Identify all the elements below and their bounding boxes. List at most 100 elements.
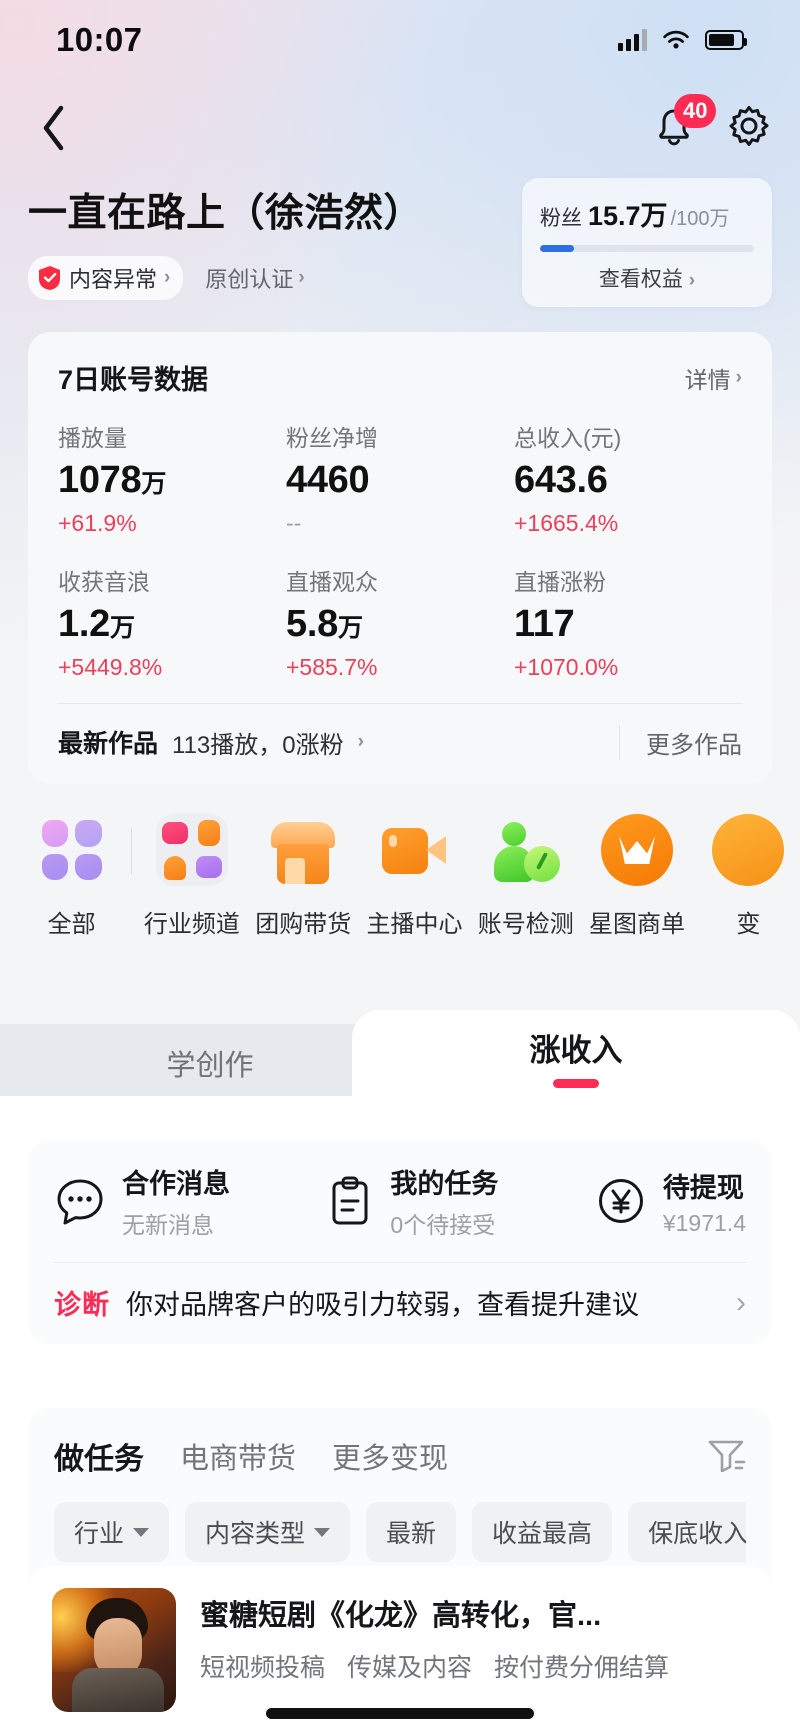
chevron-down-icon bbox=[314, 1527, 331, 1537]
chat-bubble-dots-icon bbox=[57, 1179, 103, 1225]
fans-progress-card[interactable]: 粉丝 15.7万 /100万 查看权益 › bbox=[522, 178, 772, 307]
tab-grow-income[interactable]: 涨收入 bbox=[352, 1010, 800, 1102]
divider bbox=[131, 828, 133, 874]
stat-label: 播放量 bbox=[58, 425, 127, 451]
filter-chip-label: 行业 bbox=[74, 1520, 125, 1548]
quick-action-cooperation-messages[interactable]: 合作消息 无新消息 bbox=[54, 1162, 230, 1240]
shortcut-label: 主播中心 bbox=[366, 911, 463, 938]
badge-original-certification[interactable]: 原创认证 › bbox=[205, 262, 304, 294]
task-list-item[interactable]: 蜜糖短剧《化龙》高转化，官... 短视频投稿 传媒及内容 按付费分佣结算 bbox=[28, 1566, 772, 1731]
stat-delta: +585.7% bbox=[286, 654, 378, 680]
filter-chip-row: 行业 内容类型 最新 收益最高 保底收入 bbox=[54, 1502, 746, 1562]
filter-chip-newest[interactable]: 最新 bbox=[366, 1502, 457, 1562]
filter-chip-label: 保底收入 bbox=[648, 1520, 746, 1548]
stat-value: 4460 bbox=[286, 459, 370, 501]
chevron-down-icon bbox=[133, 1527, 150, 1537]
notification-badge: 40 bbox=[674, 94, 717, 128]
profile-header: 一直在路上（徐浩然） 内容异常 › 原创认证 › 粉丝 bbox=[0, 178, 800, 307]
latest-work-link[interactable]: 最新作品 113播放，0涨粉 › bbox=[58, 724, 364, 760]
video-camera-icon bbox=[378, 814, 450, 886]
profile-tags: 内容异常 › 原创认证 › bbox=[28, 256, 423, 300]
badge-original-certification-label: 原创认证 bbox=[205, 267, 294, 292]
task-tab-more-monetize[interactable]: 更多变现 bbox=[332, 1443, 449, 1475]
tab-learn-creation[interactable]: 学创作 bbox=[0, 1024, 420, 1102]
fans-progress-bar bbox=[540, 245, 754, 252]
shortcut-label: 星图商单 bbox=[589, 911, 686, 938]
stat-delta: +1070.0% bbox=[514, 654, 619, 680]
fans-label: 粉丝 bbox=[540, 207, 582, 230]
fans-value: 15.7万 bbox=[588, 201, 668, 231]
notifications-button[interactable]: 40 bbox=[648, 94, 717, 154]
shortcut-star-map[interactable]: 星图商单 bbox=[585, 800, 688, 939]
badge-content-abnormal-label: 内容异常 bbox=[69, 267, 158, 292]
settings-button[interactable] bbox=[726, 103, 772, 154]
clipboard-icon bbox=[332, 1176, 368, 1225]
diagnostic-text: 你对品牌客户的吸引力较弱，查看提升建议 bbox=[126, 1290, 639, 1320]
stat-delta: +1665.4% bbox=[514, 510, 619, 536]
chevron-right-icon: › bbox=[357, 731, 364, 752]
shortcut-group-buy[interactable]: 团购带货 bbox=[252, 800, 355, 939]
back-button[interactable] bbox=[26, 100, 82, 156]
filter-chip-guaranteed-income[interactable]: 保底收入 bbox=[628, 1502, 746, 1562]
account-check-icon bbox=[490, 814, 562, 886]
quick-action-pending-withdrawal[interactable]: 待提现 ¥1971.4 bbox=[595, 1162, 746, 1240]
chevron-right-icon: › bbox=[736, 1285, 746, 1319]
main-tab-bar: 学创作 涨收入 bbox=[0, 1010, 800, 1102]
view-benefits-label: 查看权益 bbox=[598, 268, 683, 291]
shortcut-industry-channel[interactable]: 行业频道 bbox=[140, 800, 243, 939]
filter-button[interactable] bbox=[706, 1436, 746, 1477]
quick-action-subtitle: 0个待接受 bbox=[390, 1212, 496, 1238]
divider bbox=[58, 703, 742, 704]
filter-chip-content-type[interactable]: 内容类型 bbox=[185, 1502, 351, 1562]
more-works-button[interactable]: 更多作品 bbox=[619, 724, 742, 760]
status-bar-icons bbox=[618, 29, 747, 51]
diagnostic-tag: 诊断 bbox=[54, 1290, 110, 1320]
stat-cell[interactable]: 粉丝净增 4460 -- bbox=[286, 419, 514, 537]
tab-grow-income-label: 涨收入 bbox=[529, 1032, 623, 1068]
diagnostic-banner[interactable]: 诊断 你对品牌客户的吸引力较弱，查看提升建议 › bbox=[54, 1263, 746, 1344]
stat-label: 直播涨粉 bbox=[514, 569, 606, 595]
quick-action-title: 待提现 bbox=[662, 1172, 744, 1203]
quick-action-title: 我的任务 bbox=[390, 1169, 499, 1199]
badge-content-abnormal[interactable]: 内容异常 › bbox=[28, 256, 184, 300]
quick-action-title: 合作消息 bbox=[122, 1169, 230, 1199]
task-tab-do-tasks[interactable]: 做任务 bbox=[54, 1443, 144, 1476]
stat-value: 117 bbox=[514, 603, 575, 645]
filter-chip-label: 最新 bbox=[386, 1520, 437, 1548]
stats-detail-link[interactable]: 详情 › bbox=[685, 361, 742, 395]
fans-target: /100万 bbox=[670, 208, 730, 230]
shortcut-row[interactable]: 全部 行业频道 团购带货 主播中心 账号检测 星图商单 变 bbox=[0, 800, 800, 1010]
latest-work-title: 最新作品 bbox=[58, 730, 159, 758]
task-item-meta: 短视频投稿 传媒及内容 按付费分佣结算 bbox=[200, 1648, 748, 1684]
shortcut-all[interactable]: 全部 bbox=[20, 800, 123, 939]
chevron-right-icon: › bbox=[735, 366, 742, 388]
stat-cell[interactable]: 收获音浪 1.2万 +5449.8% bbox=[58, 563, 286, 681]
home-indicator bbox=[266, 1708, 534, 1719]
filter-chip-industry[interactable]: 行业 bbox=[54, 1502, 170, 1562]
stat-cell[interactable]: 直播观众 5.8万 +585.7% bbox=[286, 563, 514, 681]
task-tab-ecommerce[interactable]: 电商带货 bbox=[180, 1443, 297, 1475]
shortcut-account-check[interactable]: 账号检测 bbox=[474, 800, 577, 939]
cellular-bars-icon bbox=[618, 29, 647, 51]
latest-work-stats: 113播放，0涨粉 bbox=[172, 731, 344, 759]
stat-label: 收获音浪 bbox=[58, 569, 150, 595]
quick-action-my-tasks[interactable]: 我的任务 0个待接受 bbox=[326, 1162, 498, 1240]
quick-actions-card: 合作消息 无新消息 我的任务 0个待接受 bbox=[28, 1140, 772, 1344]
shortcut-monetize[interactable]: 变 bbox=[697, 800, 800, 939]
task-item-meta-category: 传媒及内容 bbox=[347, 1654, 473, 1682]
stat-cell[interactable]: 总收入(元) 643.6 +1665.4% bbox=[514, 419, 742, 537]
wifi-icon bbox=[663, 30, 689, 49]
stat-cell[interactable]: 播放量 1078万 +61.9% bbox=[58, 419, 286, 537]
yuan-circle-icon bbox=[598, 1179, 643, 1223]
shortcut-anchor-center[interactable]: 主播中心 bbox=[363, 800, 466, 939]
shortcut-label: 全部 bbox=[47, 911, 96, 938]
stat-cell[interactable]: 直播涨粉 117 +1070.0% bbox=[514, 563, 742, 681]
stat-value: 1078万 bbox=[58, 459, 167, 501]
filter-chip-highest-earning[interactable]: 收益最高 bbox=[472, 1502, 613, 1562]
shortcut-label: 账号检测 bbox=[477, 911, 574, 938]
chevron-right-icon: › bbox=[688, 270, 696, 291]
status-bar-clock: 10:07 bbox=[56, 21, 143, 58]
grid-apps-icon bbox=[36, 814, 108, 886]
view-benefits-link[interactable]: 查看权益 › bbox=[540, 263, 754, 293]
shield-alert-icon bbox=[39, 266, 60, 290]
